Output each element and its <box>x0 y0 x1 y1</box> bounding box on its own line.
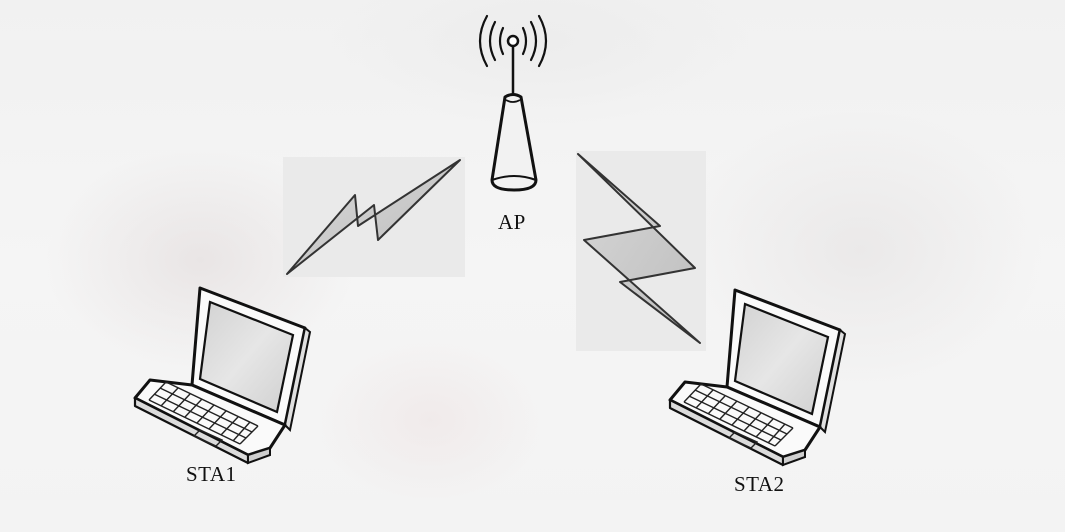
lightning-bolt-icon <box>286 159 461 275</box>
ap-label: AP <box>498 210 526 234</box>
lightning-bolt-icon <box>577 153 701 344</box>
laptop-icon <box>668 288 847 467</box>
access-point-icon <box>478 14 548 192</box>
sta2-label: STA2 <box>734 472 785 496</box>
radio-waves-icon <box>478 14 548 68</box>
figure-caption <box>400 512 665 532</box>
laptop-icon <box>133 286 312 465</box>
sta1-label: STA1 <box>186 462 237 486</box>
